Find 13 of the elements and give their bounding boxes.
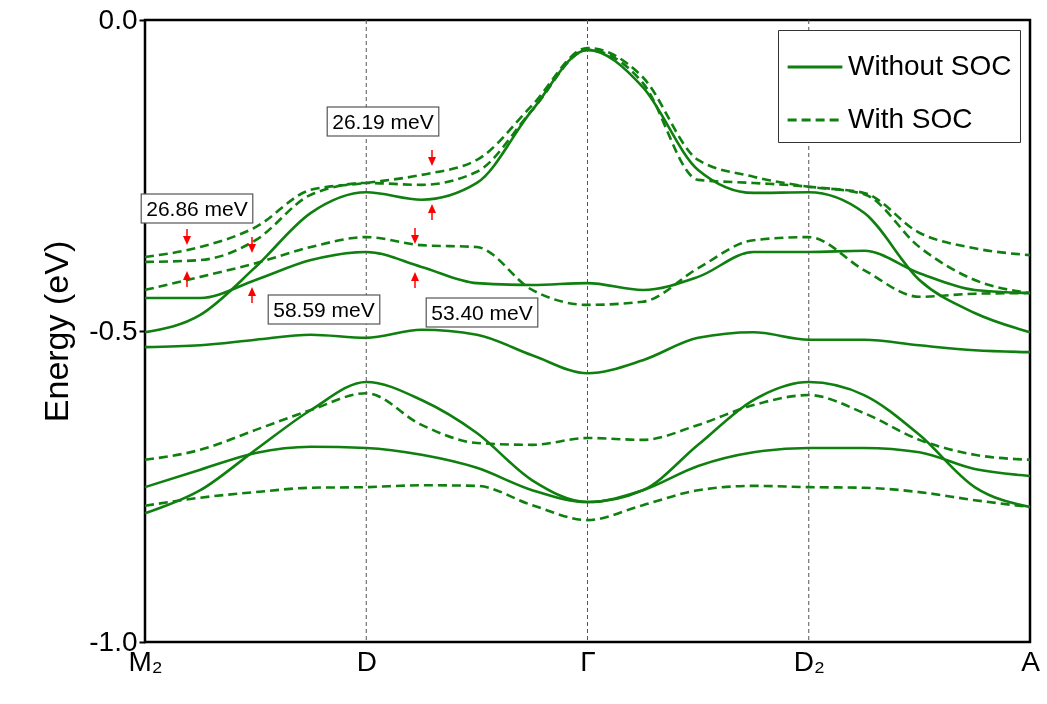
y-tick-label: -0.5: [89, 314, 138, 346]
x-tick-label: D₂: [793, 645, 825, 677]
x-tick-label: Γ: [580, 645, 596, 677]
annotation: 53.40 meV: [431, 301, 533, 324]
legend-label: Without SOC: [848, 50, 1012, 81]
x-tick-label: A: [1021, 645, 1041, 677]
annotation: 26.19 meV: [332, 110, 434, 133]
y-tick-label: 0.0: [98, 3, 138, 35]
x-tick-label: D: [356, 645, 377, 677]
legend-label: With SOC: [848, 103, 973, 134]
y-axis-title: Energy (eV): [37, 240, 76, 423]
annotation: 58.59 meV: [273, 298, 375, 321]
annotation: 26.86 meV: [146, 197, 248, 220]
